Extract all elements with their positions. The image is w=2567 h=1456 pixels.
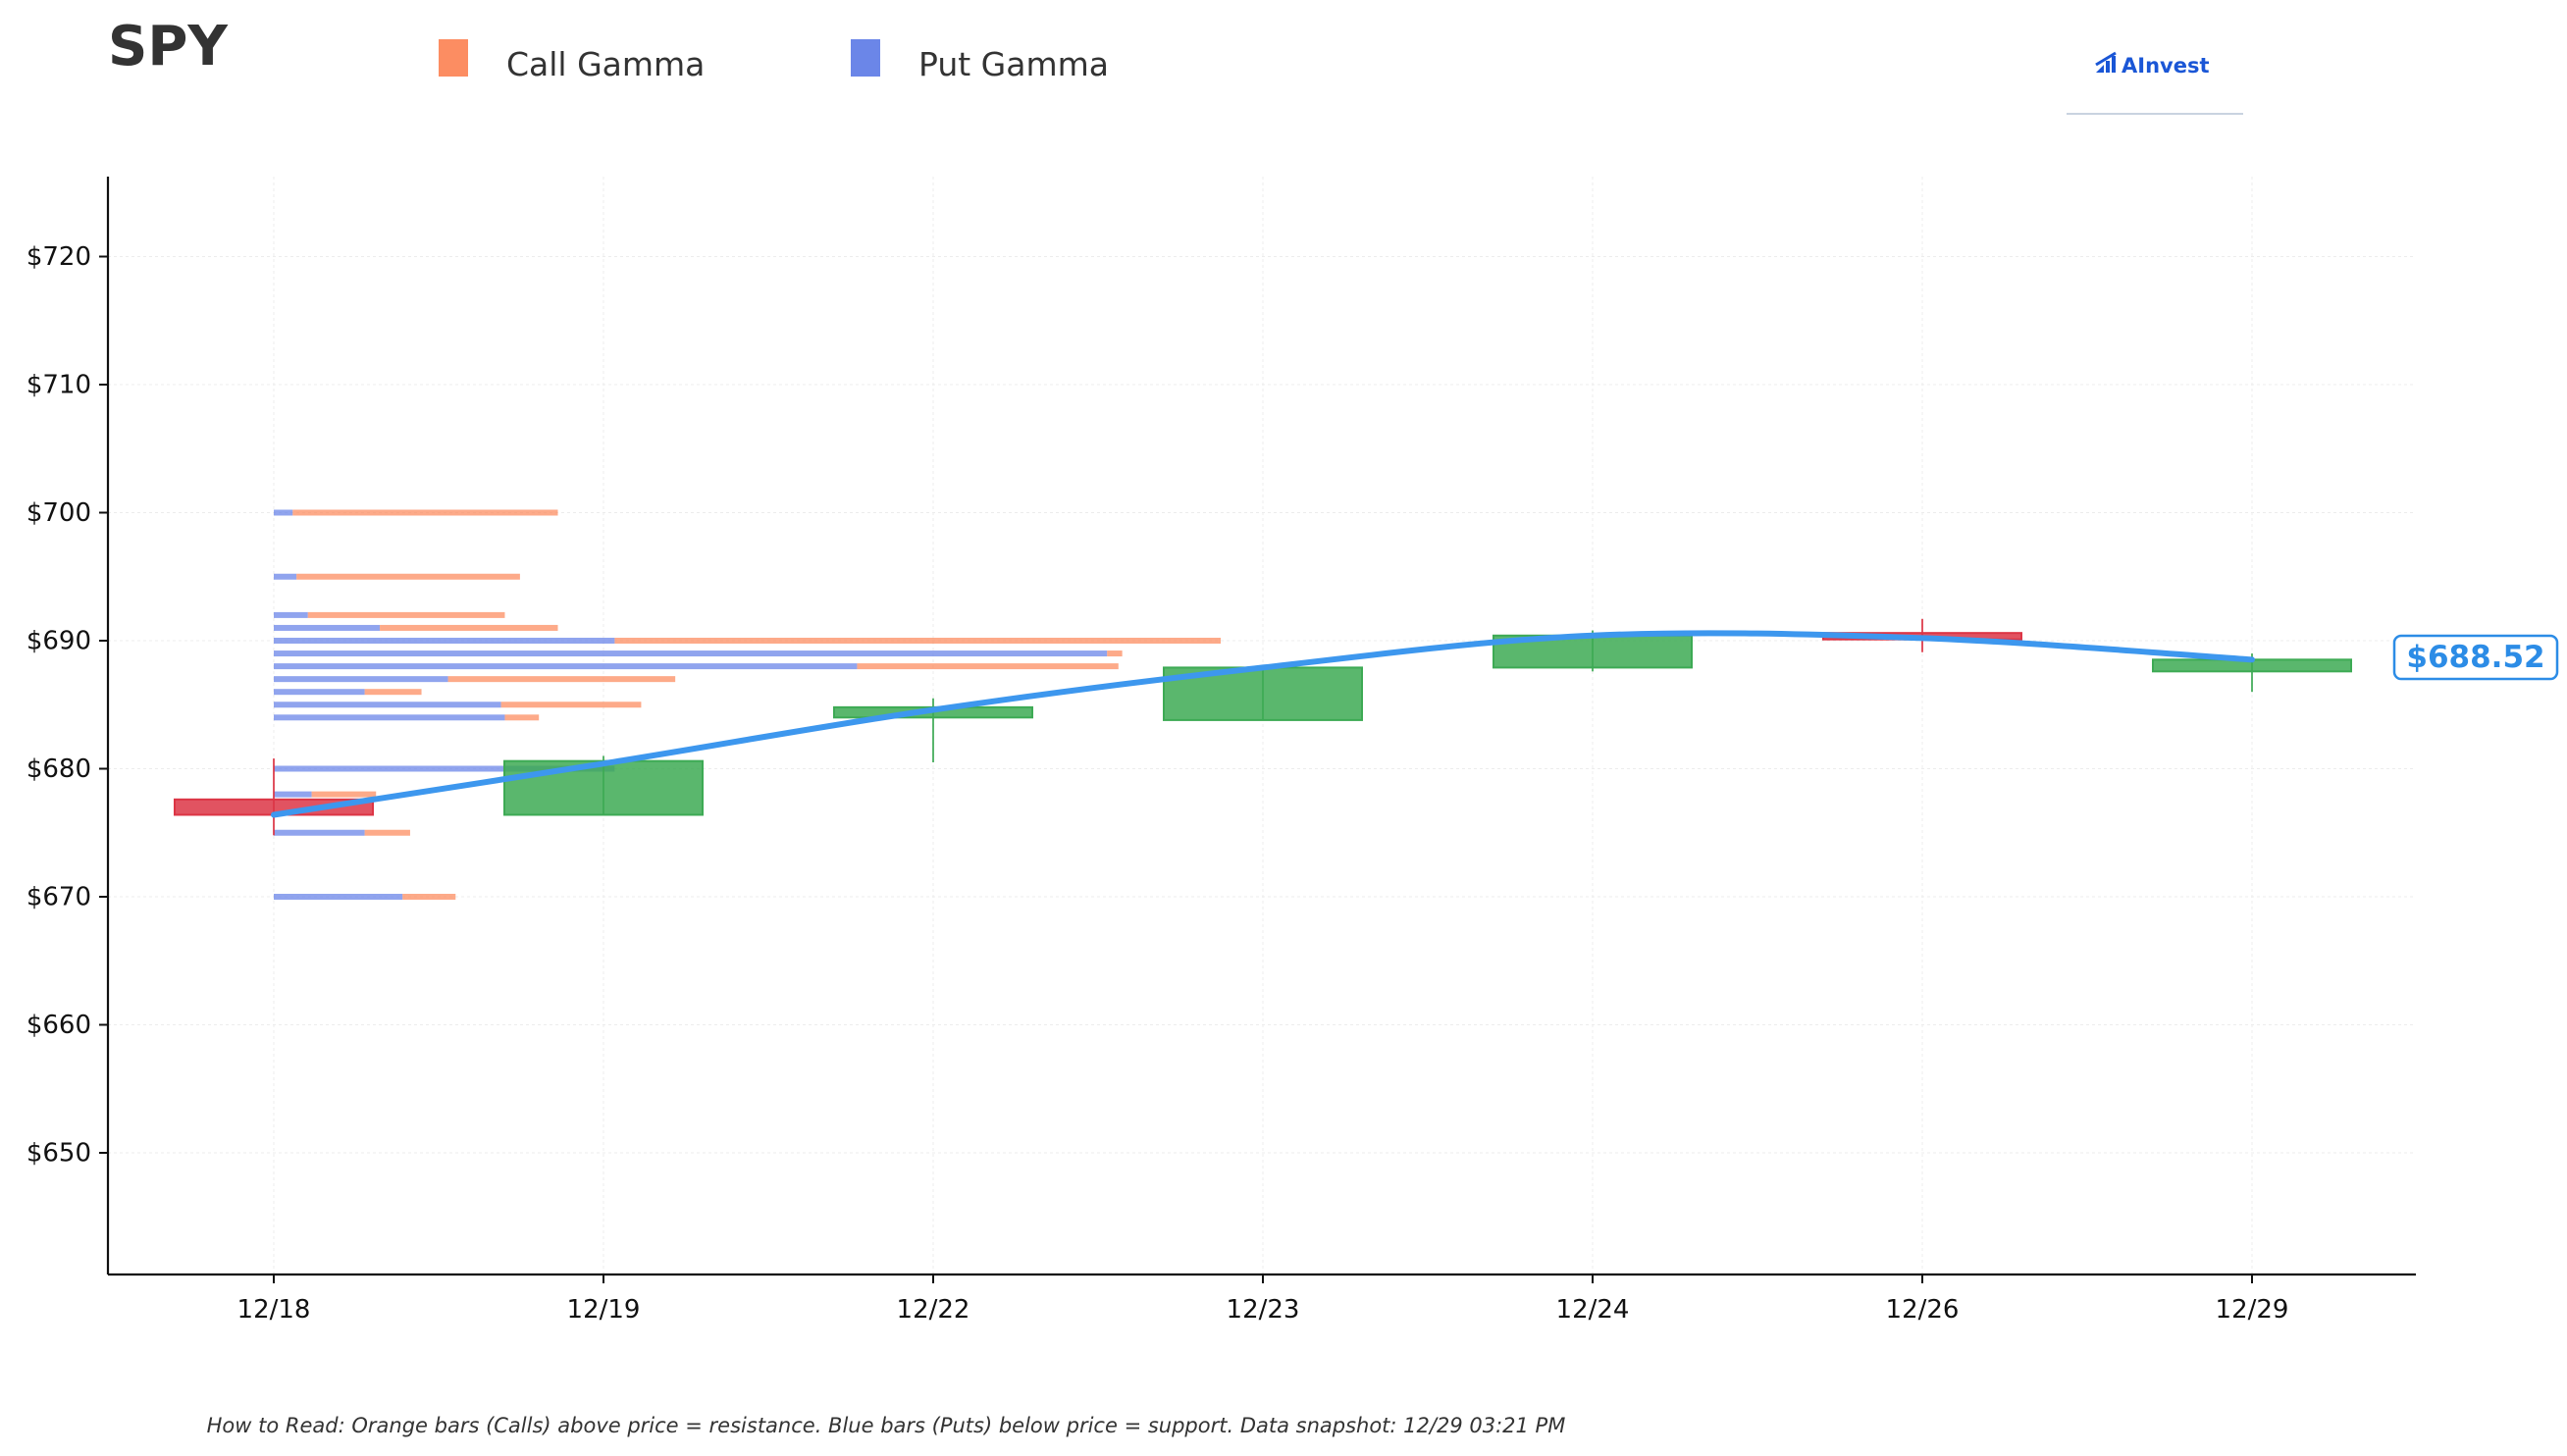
- y-ticks: $650 $660 $670 $680 $690 $700 $710 $720: [26, 242, 108, 1169]
- gamma-bars: [274, 509, 1221, 900]
- call-gamma-bar: [614, 638, 1221, 644]
- legend-label-call: Call Gamma: [506, 45, 705, 83]
- y-tick-label: $680: [26, 754, 91, 784]
- put-gamma-bar: [274, 663, 858, 670]
- price-line: [271, 630, 2255, 818]
- last-price-label: $688.52: [2406, 640, 2544, 675]
- x-ticks: 12/18 12/19 12/22 12/23 12/24 12/26 12/29: [237, 1274, 2289, 1325]
- put-gamma-bar: [274, 829, 365, 836]
- x-tick-label: 12/18: [237, 1295, 311, 1325]
- call-gamma-bar: [296, 573, 520, 580]
- put-gamma-bar: [274, 714, 505, 721]
- put-gamma-bar: [274, 650, 1108, 657]
- legend-swatch-put: [851, 39, 880, 77]
- put-gamma-bar: [274, 573, 297, 580]
- put-gamma-bar: [274, 624, 381, 631]
- y-tick-label: $710: [26, 371, 91, 400]
- put-gamma-bar: [274, 702, 501, 708]
- call-gamma-bar: [447, 676, 676, 683]
- y-tick-label: $670: [26, 883, 91, 912]
- y-tick-label: $650: [26, 1139, 91, 1169]
- put-gamma-bar: [274, 791, 312, 798]
- call-gamma-bar: [311, 791, 377, 798]
- put-gamma-bar: [274, 509, 293, 516]
- put-gamma-bar: [274, 689, 365, 696]
- legend: Call Gamma Put Gamma: [439, 39, 1109, 83]
- y-tick-label: $660: [26, 1011, 91, 1040]
- put-gamma-bar: [274, 676, 448, 683]
- call-gamma-bar: [307, 611, 505, 618]
- call-gamma-bar: [504, 714, 540, 721]
- x-tick-label: 12/26: [1886, 1295, 1960, 1325]
- candle-body: [503, 759, 704, 816]
- call-gamma-bar: [500, 702, 642, 708]
- call-gamma-bar: [402, 894, 456, 900]
- y-tick-label: $690: [26, 627, 91, 656]
- axes: [106, 177, 2416, 1276]
- call-gamma-bar: [1107, 650, 1123, 657]
- y-tick-label: $700: [26, 498, 91, 528]
- x-tick-label: 12/29: [2216, 1295, 2289, 1325]
- last-price-box: [2392, 634, 2559, 681]
- footer-note: How to Read: Orange bars (Calls) above p…: [207, 1414, 1566, 1437]
- grid: [108, 177, 2416, 1274]
- put-gamma-bar: [274, 611, 308, 618]
- x-tick-label: 12/22: [897, 1295, 970, 1325]
- price-line-path: [271, 630, 2255, 818]
- legend-swatch-call: [439, 39, 468, 77]
- put-gamma-bar: [274, 894, 403, 900]
- put-gamma-bar: [274, 765, 615, 772]
- logo-text: AInvest: [2122, 54, 2210, 78]
- x-tick-label: 12/19: [567, 1295, 641, 1325]
- call-gamma-bar: [380, 624, 558, 631]
- logo-bars-icon: [2095, 51, 2117, 73]
- put-gamma-bar: [274, 638, 615, 644]
- call-gamma-bar: [292, 509, 558, 516]
- y-tick-label: $720: [26, 242, 91, 272]
- ainvest-logo: AInvest: [2067, 51, 2243, 115]
- x-tick-label: 12/23: [1227, 1295, 1300, 1325]
- call-gamma-bar: [364, 689, 422, 696]
- candle: [503, 755, 704, 816]
- chart-title: SPY: [108, 15, 229, 78]
- call-gamma-bar: [857, 663, 1119, 670]
- last-price-badge: $688.52: [2392, 634, 2559, 681]
- x-tick-label: 12/24: [1556, 1295, 1630, 1325]
- call-gamma-bar: [364, 829, 410, 836]
- legend-label-put: Put Gamma: [918, 45, 1109, 83]
